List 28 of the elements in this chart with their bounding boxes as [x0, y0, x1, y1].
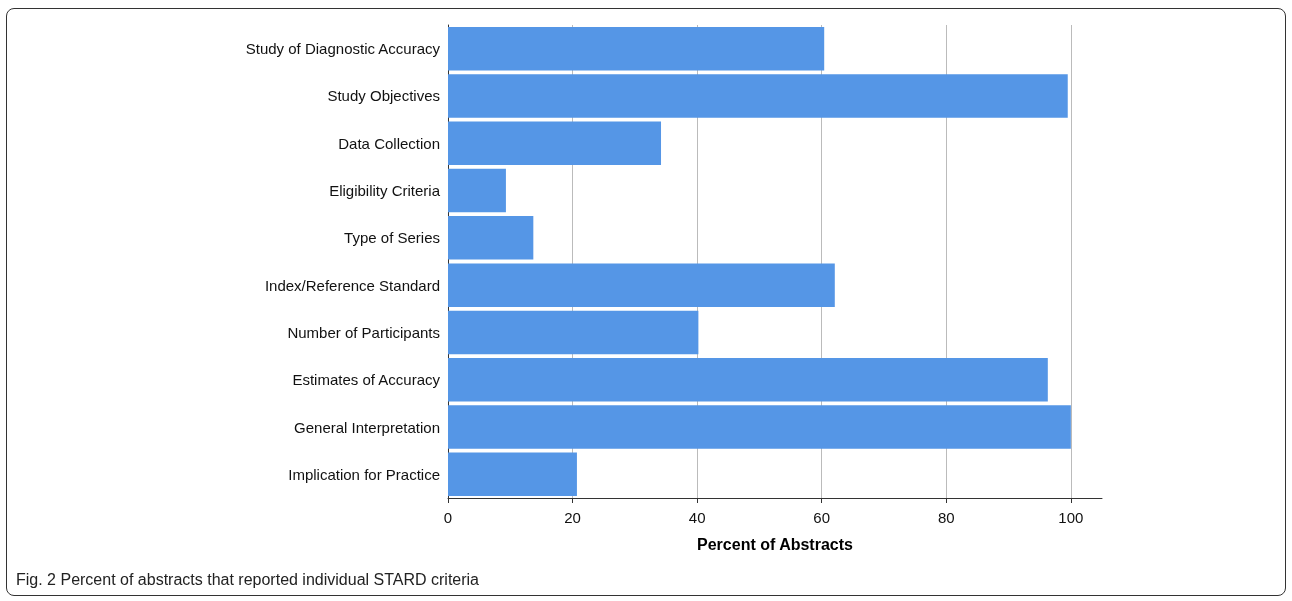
x-tick-label: 60 — [813, 509, 831, 526]
x-tick-label: 80 — [937, 509, 955, 526]
bar — [448, 121, 662, 166]
y-tick-label: Study Objectives — [327, 87, 440, 105]
x-tick-label: 100 — [1058, 509, 1084, 526]
bar — [448, 168, 506, 213]
bar — [448, 310, 699, 355]
y-tick-label: General Interpretation — [294, 418, 440, 436]
bar — [448, 216, 534, 260]
caption: Fig. 2 Percent of abstracts that reported individual STARD criteria — [16, 571, 480, 589]
y-tick-label: Index/Reference Standard — [264, 276, 440, 294]
bar — [448, 26, 825, 71]
x-axis-title: Percent of Abstracts — [697, 535, 854, 553]
bar — [448, 405, 1071, 449]
y-tick-label: Type of Series — [344, 229, 440, 247]
bar — [448, 74, 1068, 118]
x-tick-label: 0 — [443, 509, 453, 526]
y-tick-label: Data Collection — [338, 134, 440, 152]
bar — [448, 452, 577, 497]
y-tick-label: Study of Diagnostic Accuracy — [245, 40, 441, 58]
y-tick-label: Number of Participants — [287, 323, 440, 341]
y-tick-label: Eligibility Criteria — [329, 182, 441, 200]
x-tick-label: 20 — [564, 509, 581, 526]
y-tick-label: Estimates of Accuracy — [292, 371, 441, 389]
x-tick-label: 40 — [688, 509, 706, 526]
bar — [448, 357, 1048, 402]
bar — [448, 263, 835, 307]
y-tick-label: Implication for Practice — [288, 465, 440, 483]
